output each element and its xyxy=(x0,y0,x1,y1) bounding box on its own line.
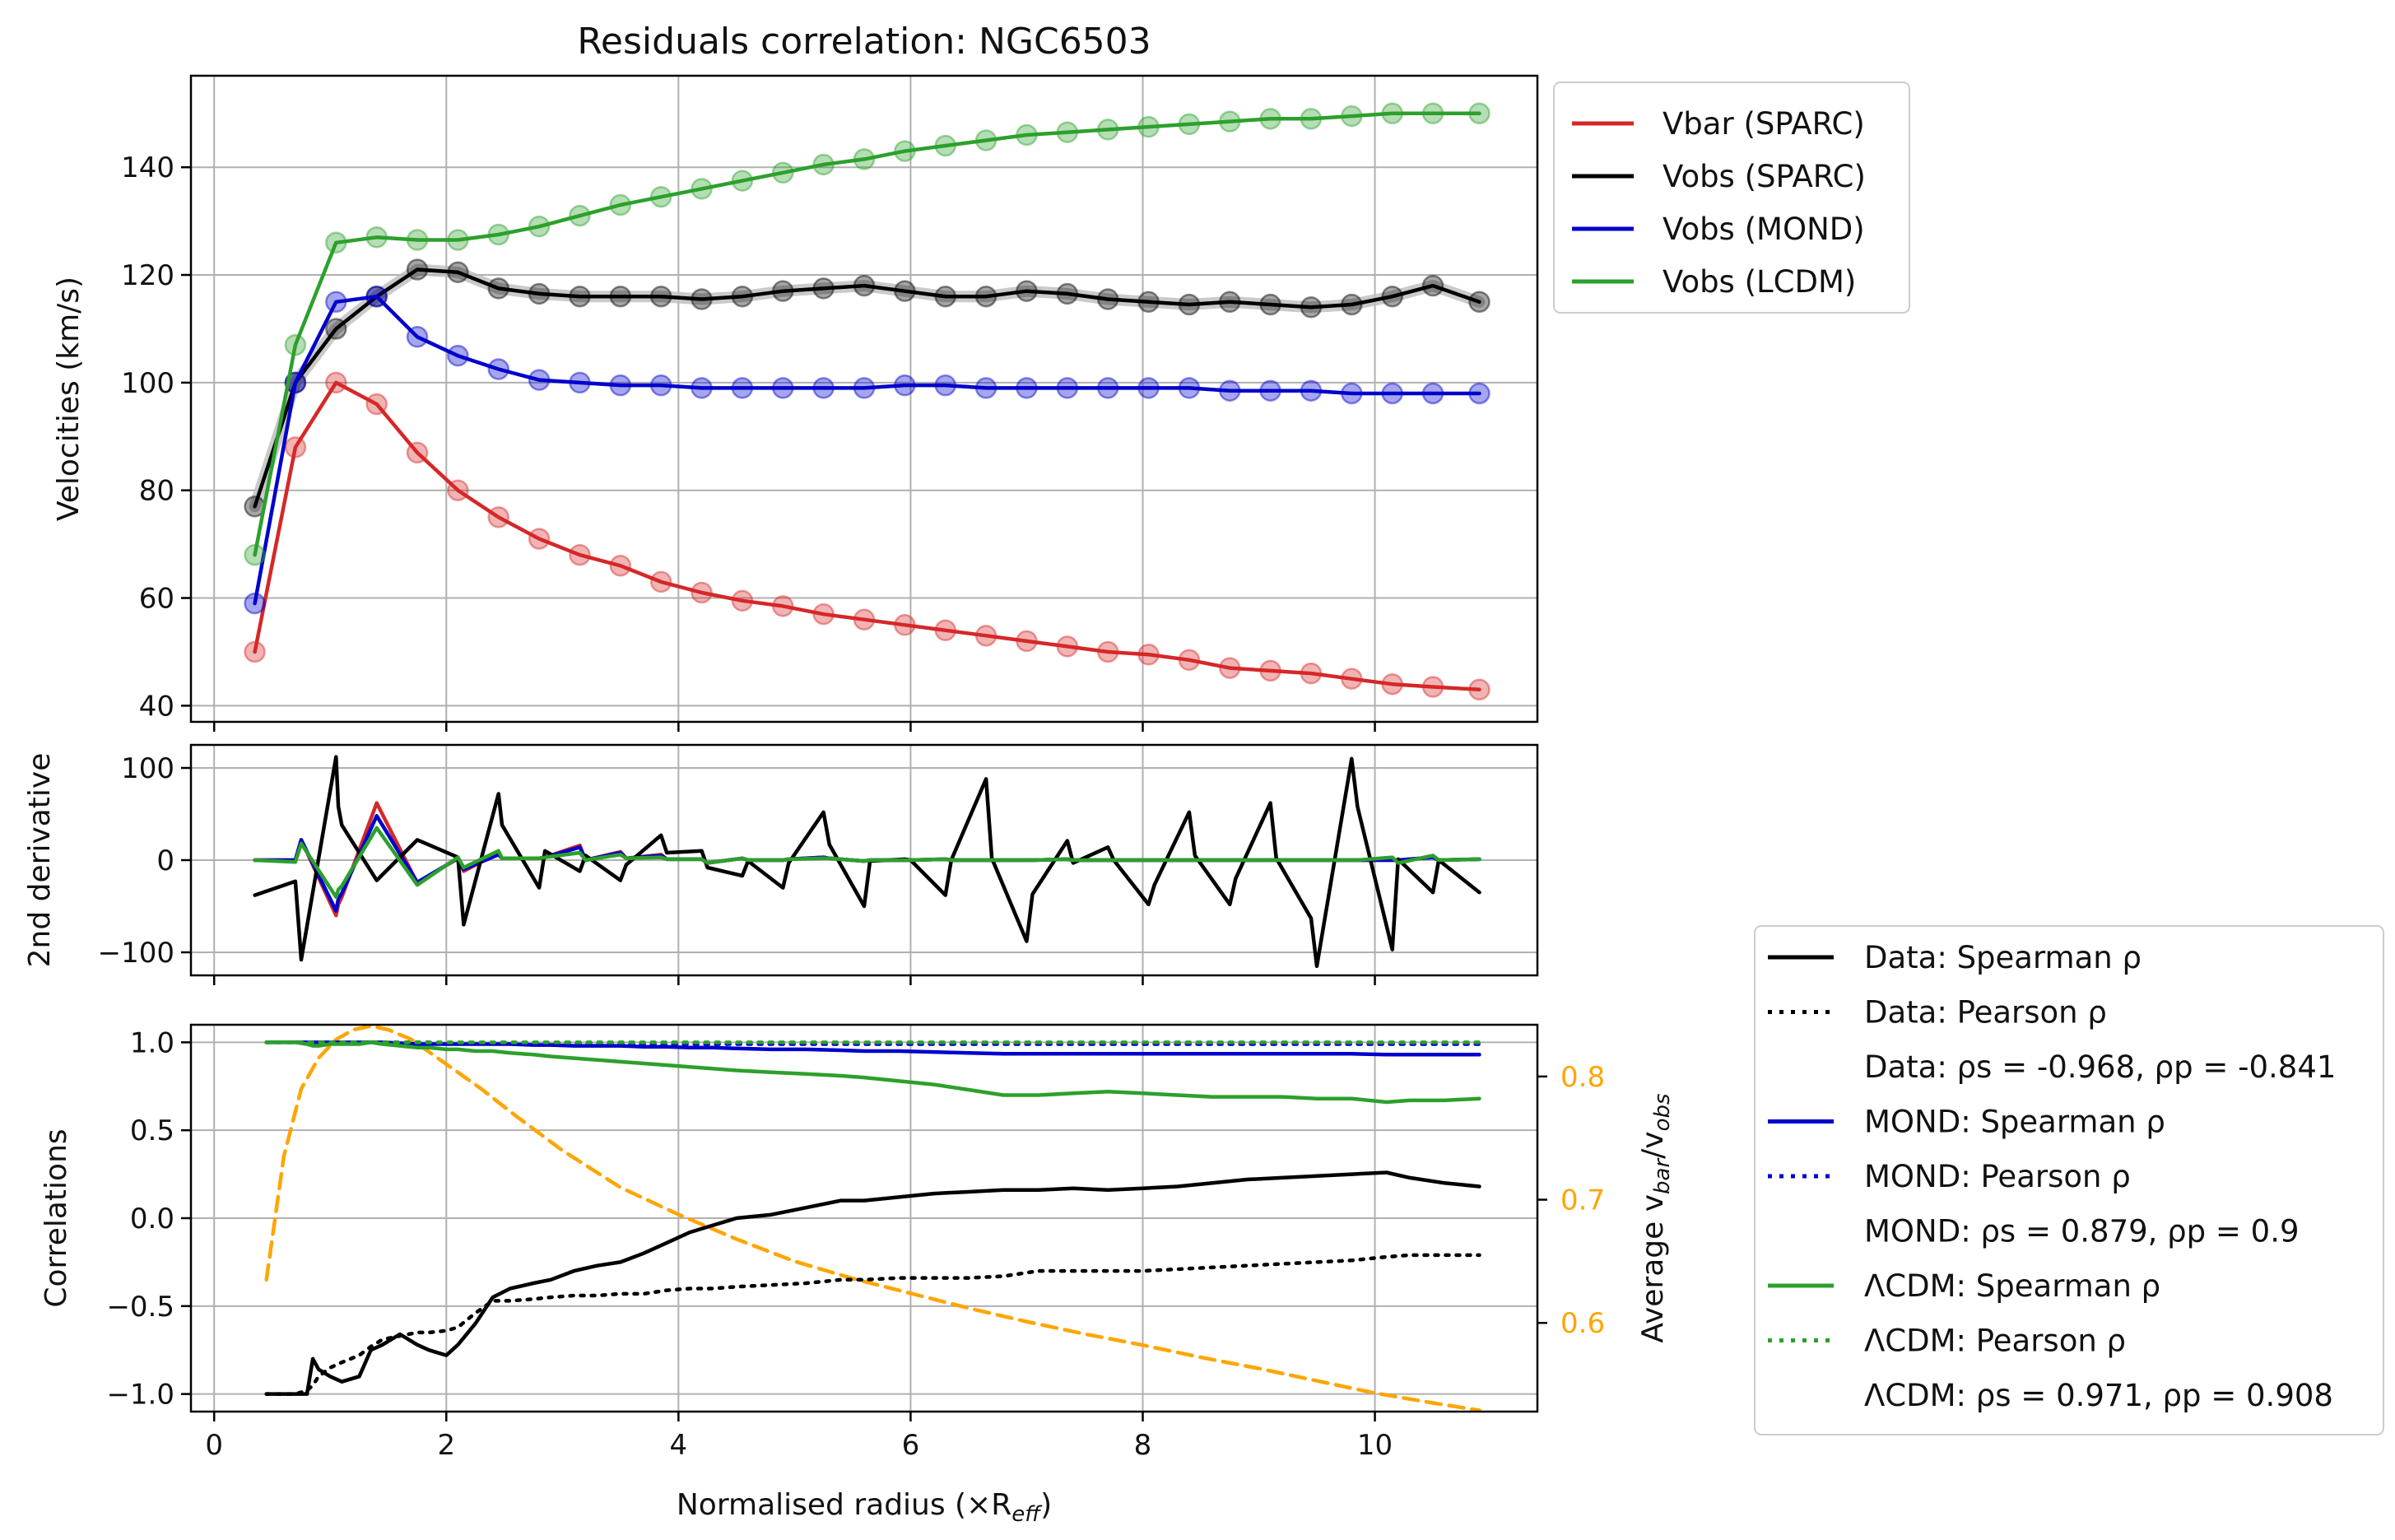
legend-label: ΛCDM: ρs = 0.971, ρp = 0.908 xyxy=(1864,1378,2333,1413)
legend-label: ΛCDM: Spearman ρ xyxy=(1864,1268,2160,1304)
series-line-lcdm xyxy=(253,826,1481,900)
axes-frame xyxy=(189,74,1539,723)
series-line xyxy=(253,268,1481,509)
x-tick-label: 0 xyxy=(205,1429,223,1462)
twin-y-axis-label: Average vbar/vobs xyxy=(1636,1093,1675,1342)
series-vobs-lcdm- xyxy=(244,102,1490,566)
legend-velocities: Vbar (SPARC) Vobs (SPARC) Vobs (MOND) Vobs … xyxy=(1553,81,1910,314)
series-vobs-mond- xyxy=(244,285,1490,615)
series-vobs-sparc- xyxy=(244,258,1490,518)
series-line xyxy=(264,1170,1481,1396)
y-axis-label: Velocities (km/s) xyxy=(52,277,86,521)
axes-frame xyxy=(189,1023,1539,1413)
x-tick-label: 8 xyxy=(1134,1429,1152,1462)
y-tick-label: 1.0 xyxy=(130,1026,174,1059)
y-tick-label: 60 xyxy=(139,583,174,616)
y-tick-label: −100 xyxy=(98,937,174,970)
twin-tick-label: 0.8 xyxy=(1560,1061,1605,1094)
legend-label: MOND: Spearman ρ xyxy=(1864,1105,2165,1140)
y-tick-label: 100 xyxy=(121,367,174,400)
y-tick-label: −1.0 xyxy=(106,1379,174,1412)
series-line xyxy=(253,380,1481,692)
x-tick-label: 2 xyxy=(437,1429,455,1462)
y-tick-label: 40 xyxy=(139,690,174,723)
legend-label: MOND: ρs = 0.879, ρp = 0.9 xyxy=(1864,1214,2300,1249)
y-tick-label: 80 xyxy=(139,475,174,508)
series-vbar-sparc- xyxy=(244,371,1490,700)
legend-frame xyxy=(1553,81,1910,314)
x-axis-label: Normalised radius (×Reff) xyxy=(677,1488,1052,1527)
legend-label: Data: ρs = -0.968, ρp = -0.841 xyxy=(1864,1049,2336,1085)
y-tick-label: 120 xyxy=(121,259,174,292)
panel-second-derivative: 100 0 −100 2nd derivative xyxy=(23,743,1539,985)
y-tick-label: 140 xyxy=(121,151,174,184)
legend-label: Data: Pearson ρ xyxy=(1864,995,2107,1031)
legend-label: Vobs (LCDM) xyxy=(1663,264,1856,300)
axes-frame xyxy=(189,743,1539,977)
ratio-line xyxy=(264,1024,1481,1412)
series-line xyxy=(253,294,1481,606)
legend-frame xyxy=(1754,925,2384,1435)
y-tick-label: −0.5 xyxy=(106,1291,174,1324)
twin-tick-label: 0.6 xyxy=(1560,1307,1605,1340)
y-tick-label: 0.5 xyxy=(130,1114,174,1147)
legend-label: Vobs (MOND) xyxy=(1663,212,1865,247)
panel-velocities: 40 60 80 100 120 140 Velocities (km/s) Vbar (SP… xyxy=(52,74,1910,732)
y-axis-label: 2nd derivative xyxy=(23,753,57,968)
y-tick-label: 100 xyxy=(121,752,174,785)
chart-title: Residuals correlation: NGC6503 xyxy=(577,21,1151,63)
legend-label: Data: Spearman ρ xyxy=(1864,940,2142,975)
panel-correlations: 1.0 0.5 0.0 −0.5 −1.0 0 2 4 6 8 10 0.8 0.7 0.6 Correla… xyxy=(40,1023,1675,1527)
series-line xyxy=(264,1253,1481,1396)
x-tick-label: 10 xyxy=(1357,1429,1393,1462)
y-tick-label: 0.0 xyxy=(130,1203,174,1235)
twin-tick-label: 0.7 xyxy=(1560,1184,1605,1217)
legend-label: Vobs (SPARC) xyxy=(1663,159,1866,194)
legend-label: ΛCDM: Pearson ρ xyxy=(1864,1324,2126,1359)
y-tick-label: 0 xyxy=(156,844,174,877)
legend-label: Vbar (SPARC) xyxy=(1663,106,1865,142)
series-line xyxy=(253,111,1481,557)
x-tick-label: 6 xyxy=(902,1429,920,1462)
x-tick-label: 4 xyxy=(670,1429,688,1462)
legend-correlations: Data: Spearman ρ Data: Pearson ρ Data: ρs … xyxy=(1754,925,2384,1435)
y-axis-label: Correlations xyxy=(40,1128,73,1307)
legend-label: MOND: Pearson ρ xyxy=(1864,1159,2131,1194)
